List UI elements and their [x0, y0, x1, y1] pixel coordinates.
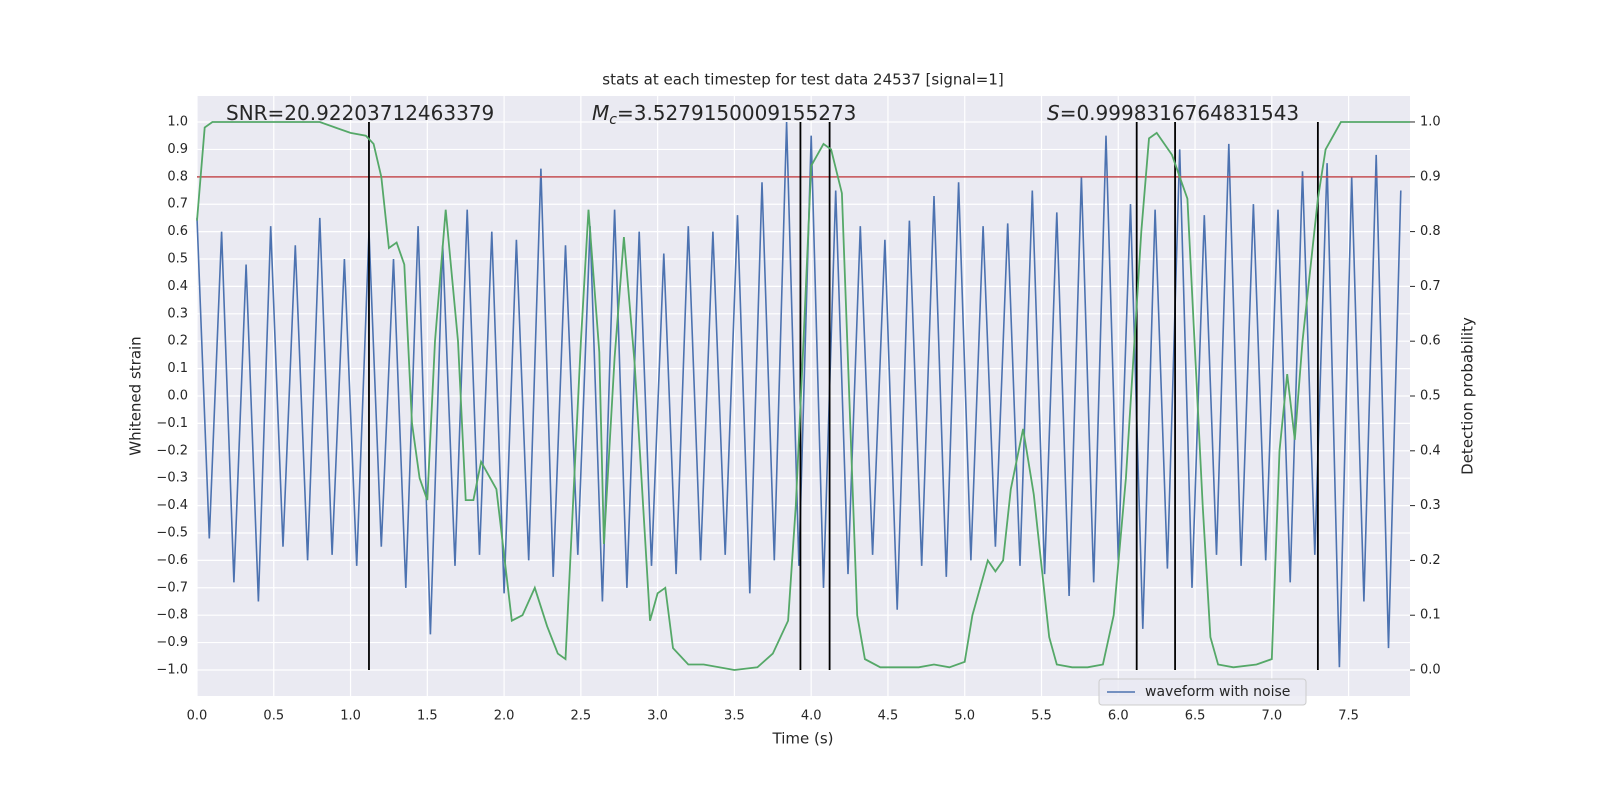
y2-tick-label: 0.9 [1420, 169, 1441, 184]
y-tick-label: 0.9 [167, 142, 188, 157]
y-tick-label: 0.1 [167, 361, 188, 376]
y2-tick-label: 0.4 [1420, 443, 1441, 458]
annotation-subscript: c [609, 112, 617, 128]
y-tick-label: 0.0 [167, 389, 188, 404]
y2-tick-label: 0.1 [1420, 608, 1441, 623]
y-tick-label: 0.3 [167, 306, 188, 321]
annotation-text: =0.9998316764831543 [1060, 101, 1299, 125]
chart-title: stats at each timestep for test data 245… [602, 71, 1003, 89]
y2-tick-label: 0.2 [1420, 553, 1441, 568]
series-line [196, 121, 1410, 671]
annotation-symbol: M [592, 101, 609, 125]
annotation: S=0.9998316764831543 [1047, 101, 1299, 125]
series-line [196, 121, 1402, 668]
x-tick-label: 6.5 [1185, 709, 1206, 724]
y2-axis-label: Detection probability [1459, 317, 1477, 475]
y2-tick-label: 0.8 [1420, 224, 1441, 239]
x-tick-label: 1.0 [340, 709, 361, 724]
y2-tick-label: 0.6 [1420, 334, 1441, 349]
x-tick-label: 2.0 [494, 709, 515, 724]
y-tick-label: 1.0 [167, 115, 188, 130]
x-tick-label: 2.5 [571, 709, 592, 724]
x-tick-label: 4.5 [878, 709, 899, 724]
x-tick-label: 5.5 [1031, 709, 1052, 724]
y-tick-label: 0.2 [167, 334, 188, 349]
y-tick-label: −0.5 [156, 525, 188, 540]
y-tick-label: −0.7 [156, 580, 188, 595]
y2-tick-label: 0.5 [1420, 389, 1441, 404]
annotation-text: =3.5279150009155273 [617, 101, 856, 125]
annotation-symbol: S [1047, 101, 1060, 125]
y-tick-label: −0.9 [156, 635, 188, 650]
y-tick-label: 0.6 [167, 224, 188, 239]
x-tick-label: 3.5 [724, 709, 745, 724]
y-tick-label: −0.2 [156, 443, 188, 458]
x-tick-label: 7.5 [1338, 709, 1359, 724]
x-axis-label: Time (s) [772, 730, 834, 748]
legend-label: waveform with noise [1145, 684, 1290, 700]
y-axis-label: Whitened strain [127, 336, 145, 455]
y-tick-label: −0.6 [156, 553, 188, 568]
y-tick-label: −0.3 [156, 471, 188, 486]
annotation: Mc=3.5279150009155273 [592, 101, 856, 129]
y2-tick-label: 0.7 [1420, 279, 1441, 294]
y-tick-label: 0.5 [167, 252, 188, 267]
x-tick-label: 5.0 [954, 709, 975, 724]
x-tick-label: 4.0 [801, 709, 822, 724]
y-tick-label: 0.8 [167, 169, 188, 184]
x-tick-label: 3.0 [647, 709, 668, 724]
y2-tick-label: 0.0 [1420, 663, 1441, 678]
y-tick-label: −0.4 [156, 498, 188, 513]
legend-box [1098, 678, 1307, 706]
x-tick-label: 0.0 [187, 709, 208, 724]
x-tick-label: 0.5 [263, 709, 284, 724]
y2-tick-label: 1.0 [1420, 114, 1441, 129]
y-tick-label: 0.4 [167, 279, 188, 294]
x-tick-label: 7.0 [1261, 709, 1282, 724]
y-tick-label: 0.7 [167, 197, 188, 212]
y-tick-label: −0.1 [156, 416, 188, 431]
y-tick-label: −0.8 [156, 608, 188, 623]
y-tick-label: −1.0 [156, 662, 188, 677]
x-tick-label: 6.0 [1108, 709, 1129, 724]
x-tick-label: 1.5 [417, 709, 438, 724]
y2-tick-label: 0.3 [1420, 498, 1441, 513]
annotation-text: SNR=20.92203712463379 [226, 101, 494, 125]
annotation: SNR=20.92203712463379 [226, 101, 494, 125]
